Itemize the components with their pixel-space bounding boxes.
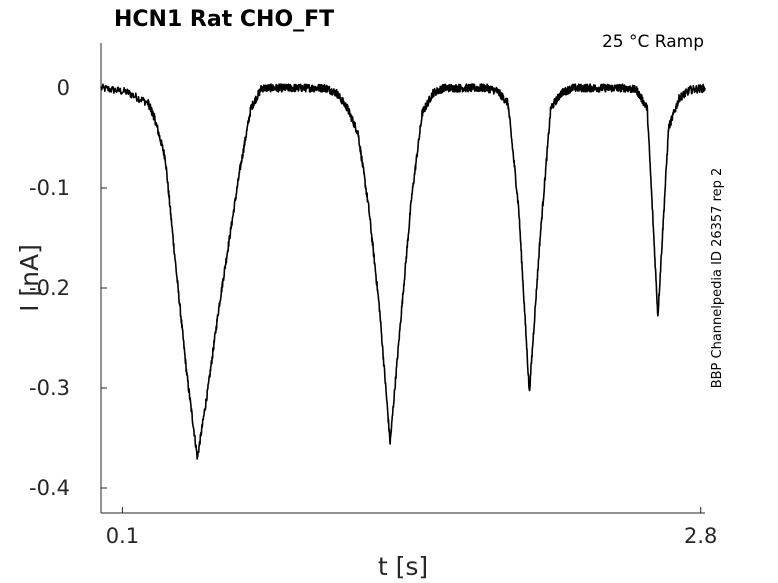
- x-axis-label: t [s]: [378, 552, 428, 581]
- y-tick-label: -0.2: [29, 276, 70, 300]
- x-tick-label: 2.8: [684, 524, 717, 548]
- y-axis-label: I [nA]: [15, 244, 44, 312]
- y-tick-label: -0.3: [29, 376, 70, 400]
- y-tick-label: -0.4: [29, 476, 70, 500]
- temperature-protocol-annotation: 25 °C Ramp: [602, 32, 704, 52]
- x-ticks: 0.1 2.8: [106, 507, 717, 548]
- y-tick-label: -0.1: [29, 176, 70, 200]
- x-tick-label: 0.1: [106, 524, 139, 548]
- y-ticks: 0 -0.1 -0.2 -0.3 -0.4: [29, 76, 107, 500]
- y-tick-label: 0: [57, 76, 70, 100]
- chart-title: HCN1 Rat CHO_FT: [114, 7, 334, 32]
- series-group: [100, 83, 706, 460]
- channelpedia-id-label: BBP Channelpedia ID 26357 rep 2: [710, 168, 725, 389]
- current-trace-line: [100, 83, 706, 460]
